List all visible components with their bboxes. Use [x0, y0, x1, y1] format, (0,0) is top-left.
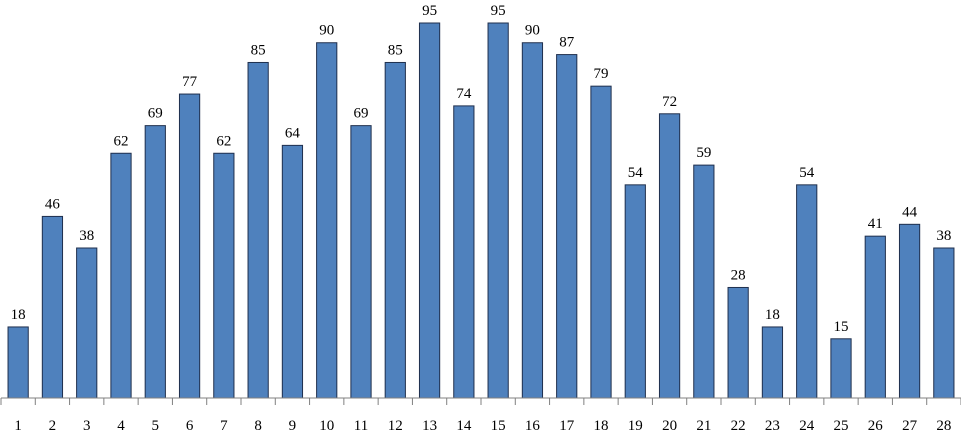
x-tick-label-8: 8 [254, 418, 262, 434]
bar-25 [830, 338, 852, 399]
x-tick-label-10: 10 [319, 418, 334, 434]
data-label-20: 72 [662, 94, 677, 110]
data-label-28: 38 [936, 228, 951, 244]
bar-3 [76, 247, 98, 399]
data-label-15: 95 [491, 3, 506, 19]
bar-10 [316, 42, 338, 399]
x-tick-label-25: 25 [834, 418, 849, 434]
data-label-8: 85 [251, 42, 266, 58]
x-tick-label-27: 27 [902, 418, 918, 434]
bar-16 [521, 42, 544, 399]
x-tick-label-23: 23 [765, 418, 780, 434]
x-tick-label-5: 5 [152, 418, 160, 434]
bar-28 [933, 247, 955, 399]
data-label-6: 77 [182, 74, 198, 90]
bar-7 [213, 152, 235, 399]
bar-11 [350, 125, 372, 399]
tick-labels-group: 1 2 3 4 5 6 7 8 9 10 11 12 13 14 15 16 17 18 19 20 21 22 23 24 2… [14, 418, 951, 434]
bars-group [7, 22, 955, 399]
tick-marks-group [0, 398, 961, 405]
x-tick-label-22: 22 [731, 418, 746, 434]
x-tick-label-21: 21 [696, 418, 711, 434]
data-labels-group: 18 46 38 62 69 77 62 85 64 90 69 85 95 74 95 90 87 79 54 72… [11, 3, 952, 335]
bar-27 [898, 223, 921, 399]
bar-21 [693, 164, 715, 399]
data-label-11: 69 [354, 106, 369, 122]
x-tick-label-2: 2 [49, 418, 57, 434]
x-tick-label-18: 18 [594, 418, 609, 434]
bar-5 [144, 125, 166, 399]
bar-2 [41, 215, 64, 399]
bar-24 [796, 184, 818, 399]
bar-12 [384, 61, 406, 399]
bar-20 [658, 113, 681, 399]
x-tick-label-13: 13 [422, 418, 437, 434]
x-tick-label-11: 11 [354, 418, 368, 434]
x-tick-label-7: 7 [220, 418, 228, 434]
data-label-14: 74 [456, 86, 472, 102]
data-label-2: 46 [45, 196, 61, 212]
data-label-27: 44 [902, 204, 918, 220]
data-label-25: 15 [834, 319, 849, 335]
data-label-23: 18 [765, 307, 780, 323]
x-tick-label-26: 26 [868, 418, 884, 434]
bar-9 [281, 144, 304, 399]
bar-17 [556, 54, 578, 399]
bar-22 [727, 286, 749, 399]
x-tick-label-16: 16 [525, 418, 541, 434]
data-label-5: 69 [148, 106, 163, 122]
data-label-10: 90 [319, 23, 334, 39]
x-tick-label-24: 24 [799, 418, 815, 434]
bar-8 [247, 61, 269, 399]
x-tick-label-4: 4 [117, 418, 125, 434]
data-label-26: 41 [868, 216, 883, 232]
bar-15 [487, 22, 509, 399]
x-tick-label-28: 28 [936, 418, 951, 434]
x-tick-label-1: 1 [14, 418, 22, 434]
data-label-13: 95 [422, 3, 437, 19]
x-tick-label-12: 12 [388, 418, 403, 434]
data-label-18: 79 [594, 66, 609, 82]
data-label-19: 54 [628, 165, 644, 181]
data-label-9: 64 [285, 125, 301, 141]
data-label-12: 85 [388, 42, 403, 58]
bar-1 [7, 326, 29, 399]
data-label-16: 90 [525, 23, 540, 39]
bar-18 [590, 85, 612, 399]
data-label-3: 38 [79, 228, 94, 244]
x-tick-label-19: 19 [628, 418, 643, 434]
x-tick-label-6: 6 [186, 418, 194, 434]
x-tick-label-9: 9 [289, 418, 297, 434]
x-tick-label-17: 17 [559, 418, 575, 434]
bar-13 [418, 22, 441, 399]
x-tick-label-20: 20 [662, 418, 677, 434]
bar-19 [624, 184, 646, 399]
bar-26 [864, 235, 886, 399]
data-label-21: 59 [696, 145, 711, 161]
data-label-24: 54 [799, 165, 815, 181]
bar-23 [761, 326, 784, 399]
data-label-17: 87 [559, 35, 575, 51]
data-label-7: 62 [216, 133, 231, 149]
bar-6 [178, 93, 201, 399]
x-tick-label-15: 15 [491, 418, 506, 434]
bar-14 [453, 105, 475, 399]
x-tick-label-3: 3 [83, 418, 91, 434]
data-label-1: 18 [11, 307, 26, 323]
bar-4 [110, 152, 132, 399]
data-label-4: 62 [114, 133, 129, 149]
x-tick-label-14: 14 [456, 418, 472, 434]
data-label-22: 28 [731, 267, 746, 283]
